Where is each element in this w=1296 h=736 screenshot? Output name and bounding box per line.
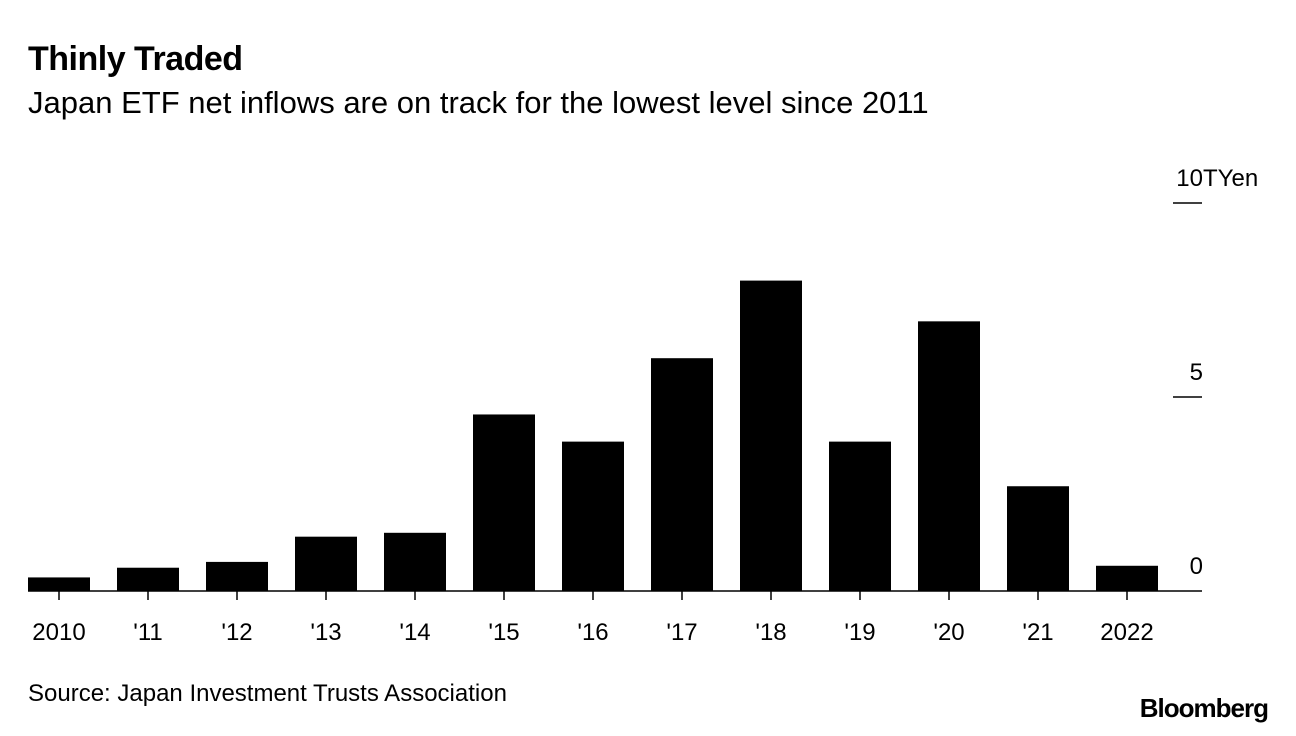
bar-1 [117, 567, 179, 591]
x-tick-label-6: '16 [577, 619, 608, 646]
x-tick-label-1: '11 [133, 619, 163, 646]
chart-subtitle: Japan ETF net inflows are on track for t… [28, 85, 929, 120]
x-tick-label-0: 2010 [32, 619, 85, 646]
y-tick-label-0: 0 [1190, 553, 1203, 580]
bar-2 [206, 561, 268, 591]
bar-12 [1096, 565, 1158, 591]
chart-title: Thinly Traded [28, 40, 243, 78]
bar-9 [829, 441, 891, 591]
y-tick-label-1: 5 [1190, 359, 1203, 386]
bar-0 [28, 577, 90, 591]
x-tick-label-7: '17 [666, 619, 697, 646]
x-tick-label-9: '19 [844, 619, 875, 646]
y-tick-label-2: 10 [1176, 165, 1203, 192]
x-tick-label-2: '12 [221, 619, 252, 646]
bar-8 [740, 280, 802, 591]
x-tick-label-8: '18 [755, 619, 786, 646]
x-tick-label-4: '14 [399, 619, 430, 646]
bar-10 [918, 321, 980, 591]
x-tick-label-12: 2022 [1100, 619, 1153, 646]
source-note: Source: Japan Investment Trusts Associat… [28, 680, 507, 707]
bar-3 [295, 536, 357, 591]
x-tick-label-5: '15 [488, 619, 519, 646]
bar-11 [1007, 486, 1069, 591]
bar-7 [651, 358, 713, 591]
x-tick-label-3: '13 [310, 619, 341, 646]
bar-4 [384, 532, 446, 591]
y-unit-label: TYen [1203, 165, 1258, 192]
x-tick-label-10: '20 [933, 619, 964, 646]
bar-5 [473, 414, 535, 591]
bar-6 [562, 441, 624, 591]
bloomberg-logo: Bloomberg [1139, 693, 1269, 723]
x-tick-label-11: '21 [1022, 619, 1053, 646]
